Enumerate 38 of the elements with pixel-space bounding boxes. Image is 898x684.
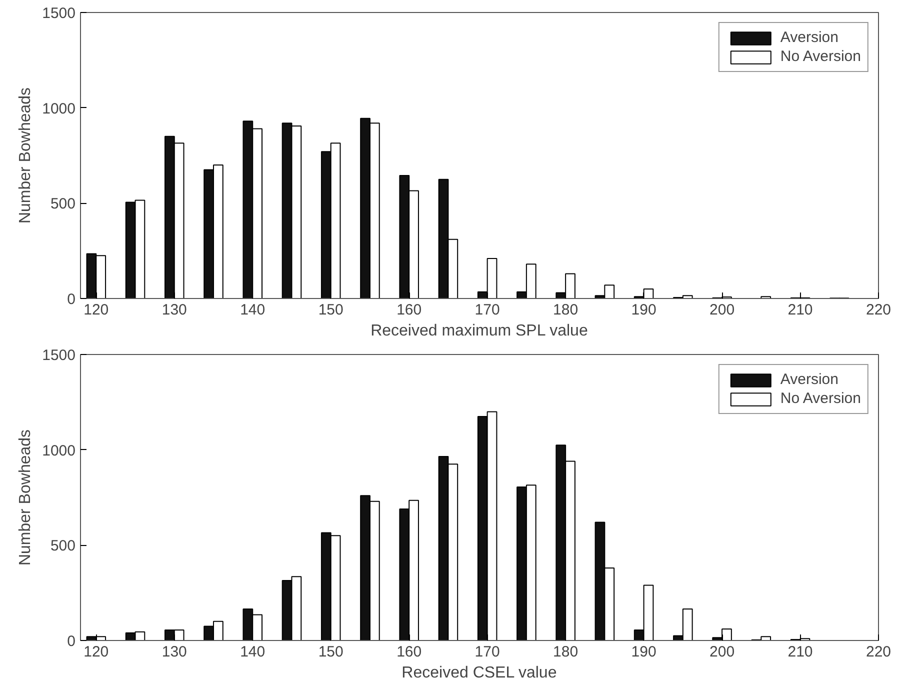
x-tick-label: 150 bbox=[318, 644, 344, 660]
y-axis-title: Number Bowheads bbox=[17, 429, 34, 566]
x-tick-label: 160 bbox=[396, 302, 422, 318]
x-tick-label: 140 bbox=[240, 644, 266, 660]
x-tick-label: 200 bbox=[710, 302, 735, 318]
x-tick-label: 120 bbox=[84, 302, 109, 318]
x-axis-title: Received maximum SPL value bbox=[370, 322, 588, 340]
legend-label: No Aversion bbox=[780, 48, 861, 65]
x-tick-label: 220 bbox=[866, 302, 892, 318]
y-axis-title: Number Bowheads bbox=[17, 87, 34, 224]
legend-label: Aversion bbox=[780, 371, 838, 388]
y-tick-label: 1500 bbox=[42, 5, 76, 22]
legend-label: Aversion bbox=[780, 29, 838, 46]
y-tick-label: 1000 bbox=[42, 100, 76, 118]
legend-label: No Aversion bbox=[780, 390, 861, 407]
x-tick-label: 210 bbox=[788, 644, 813, 660]
x-tick-label: 210 bbox=[788, 302, 813, 318]
x-tick-label: 220 bbox=[866, 644, 892, 660]
x-tick-label: 200 bbox=[710, 644, 735, 660]
y-tick-label: 500 bbox=[50, 196, 76, 213]
x-tick-label: 170 bbox=[474, 644, 500, 660]
x-tick-label: 180 bbox=[553, 302, 578, 318]
x-tick-label: 160 bbox=[396, 644, 422, 660]
y-tick-label: 0 bbox=[67, 291, 76, 308]
x-tick-label: 150 bbox=[318, 302, 344, 318]
x-tick-label: 190 bbox=[631, 302, 656, 318]
x-tick-label: 130 bbox=[162, 644, 187, 660]
x-tick-label: 170 bbox=[474, 302, 500, 318]
y-tick-label: 1000 bbox=[42, 442, 76, 460]
x-tick-label: 120 bbox=[84, 644, 109, 660]
x-axis-title: Received CSEL value bbox=[402, 664, 557, 682]
x-tick-label: 130 bbox=[162, 302, 187, 318]
x-tick-label: 190 bbox=[631, 644, 656, 660]
x-tick-label: 140 bbox=[240, 302, 266, 318]
y-tick-label: 1500 bbox=[42, 347, 76, 364]
y-tick-label: 0 bbox=[67, 633, 76, 650]
x-tick-label: 180 bbox=[553, 644, 578, 660]
y-tick-label: 500 bbox=[50, 538, 76, 555]
